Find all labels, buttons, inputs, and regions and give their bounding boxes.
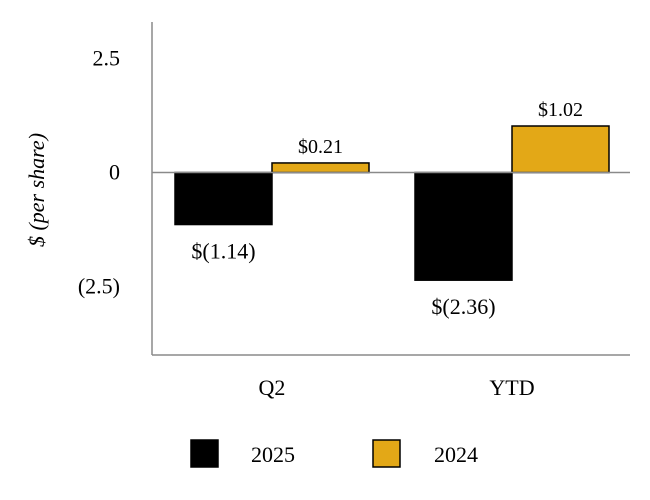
bars xyxy=(174,125,610,281)
x-tick-labels: Q2 YTD xyxy=(259,375,535,400)
bar-2025-q2 xyxy=(174,171,273,226)
value-labels: $(1.14) $0.21 $(2.36) $1.02 xyxy=(191,99,583,319)
legend-label-2025: 2025 xyxy=(251,442,295,467)
bar-2024-q2 xyxy=(271,162,370,174)
y-axis-title: $ (per share) xyxy=(24,133,49,247)
category-label-q2: Q2 xyxy=(259,375,286,400)
value-label-2024-ytd: $1.02 xyxy=(538,99,583,121)
legend-swatch-2024 xyxy=(372,439,401,468)
legend-label-2024: 2024 xyxy=(434,442,478,467)
y-tick-label: (2.5) xyxy=(78,274,120,299)
y-tick-labels: 2.5 0 (2.5) xyxy=(78,45,120,298)
bar-2025-ytd xyxy=(414,171,513,281)
y-tick-label: 2.5 xyxy=(93,45,121,70)
bar-2024-ytd xyxy=(511,125,610,174)
value-label-2025-ytd: $(2.36) xyxy=(431,294,495,319)
legend: 2025 2024 xyxy=(190,439,478,468)
legend-swatch-2025 xyxy=(190,439,219,468)
value-label-2024-q2: $0.21 xyxy=(298,136,343,158)
category-label-ytd: YTD xyxy=(489,375,534,400)
y-tick-label: 0 xyxy=(109,160,120,185)
value-label-2025-q2: $(1.14) xyxy=(191,239,255,264)
